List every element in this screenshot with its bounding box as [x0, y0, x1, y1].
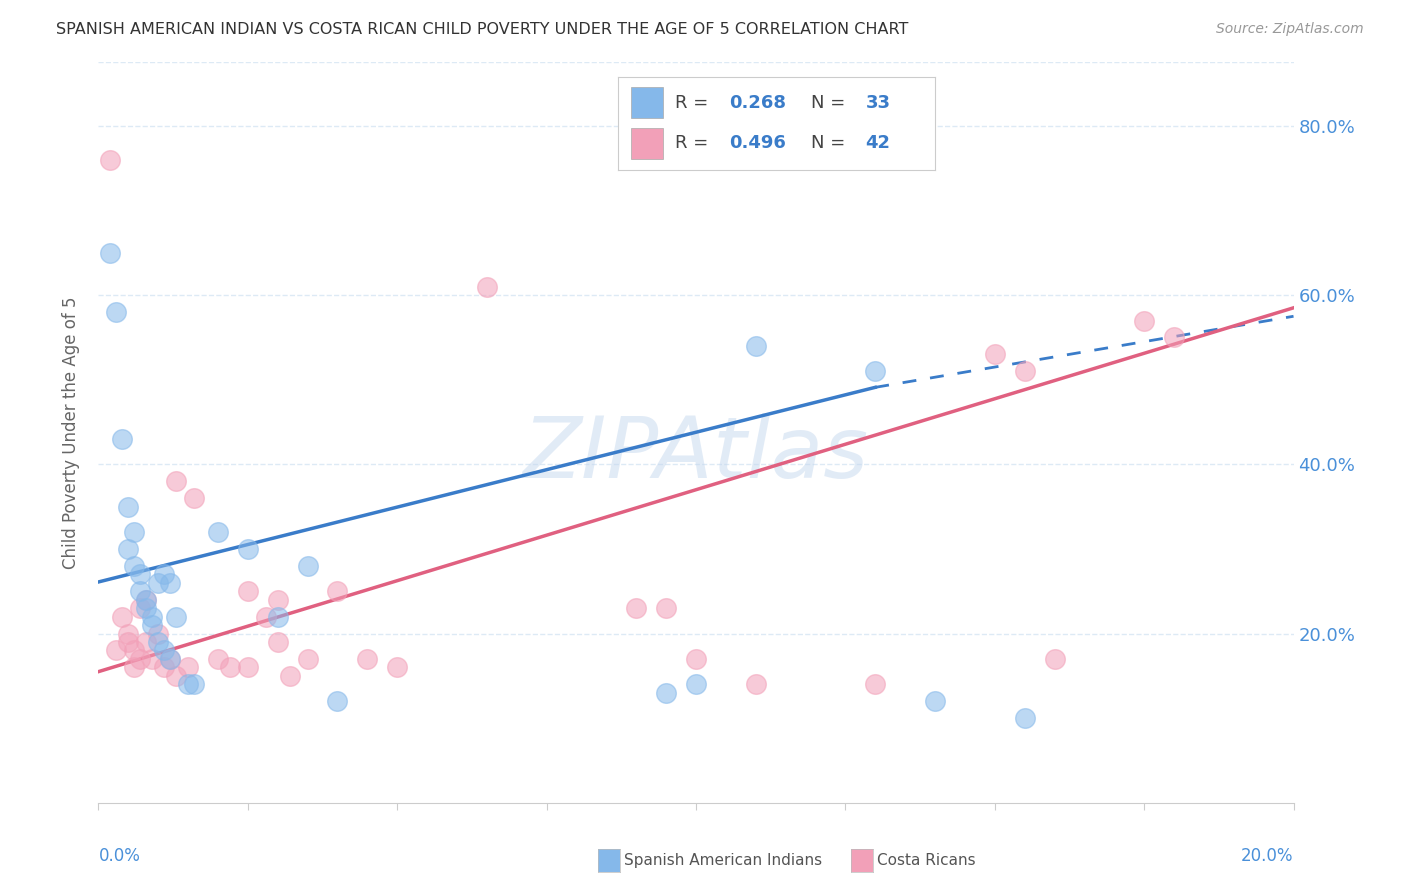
Point — [183, 491, 205, 506]
Point — [984, 347, 1007, 361]
Point — [267, 635, 290, 649]
Point — [385, 660, 409, 674]
Point — [1014, 711, 1036, 725]
Point — [1014, 364, 1036, 378]
Point — [98, 245, 122, 260]
Y-axis label: Child Poverty Under the Age of 5: Child Poverty Under the Age of 5 — [62, 296, 80, 569]
Text: SPANISH AMERICAN INDIAN VS COSTA RICAN CHILD POVERTY UNDER THE AGE OF 5 CORRELAT: SPANISH AMERICAN INDIAN VS COSTA RICAN C… — [56, 22, 908, 37]
Point — [141, 618, 163, 632]
Point — [236, 541, 259, 556]
Point — [655, 686, 678, 700]
Point — [165, 609, 187, 624]
Point — [153, 660, 176, 674]
Point — [177, 677, 200, 691]
Point — [236, 584, 259, 599]
Point — [183, 677, 205, 691]
Point — [278, 669, 301, 683]
Point — [159, 652, 181, 666]
Point — [207, 652, 229, 666]
Point — [111, 609, 134, 624]
Point — [135, 592, 157, 607]
Point — [267, 609, 290, 624]
Point — [745, 677, 768, 691]
Point — [111, 432, 134, 446]
Point — [165, 475, 187, 489]
Point — [135, 592, 157, 607]
Point — [1163, 330, 1185, 344]
Point — [475, 279, 498, 293]
Point — [117, 541, 139, 556]
Point — [254, 609, 277, 624]
Point — [745, 339, 768, 353]
Point — [297, 652, 319, 666]
Point — [129, 584, 152, 599]
Point — [356, 652, 378, 666]
Point — [129, 652, 152, 666]
Point — [685, 652, 707, 666]
Point — [148, 626, 170, 640]
Point — [124, 660, 146, 674]
Point — [267, 592, 290, 607]
Point — [135, 635, 157, 649]
Text: Costa Ricans: Costa Ricans — [877, 854, 976, 868]
Point — [297, 558, 319, 573]
Point — [924, 694, 946, 708]
Point — [105, 643, 128, 657]
Point — [124, 558, 146, 573]
Text: 0.0%: 0.0% — [98, 847, 141, 865]
Point — [1133, 313, 1156, 327]
Point — [1043, 652, 1066, 666]
Point — [117, 626, 139, 640]
Point — [236, 660, 259, 674]
Point — [165, 669, 187, 683]
Point — [98, 153, 122, 167]
Text: ZIPAtlas: ZIPAtlas — [523, 413, 869, 496]
Text: 20.0%: 20.0% — [1241, 847, 1294, 865]
Point — [159, 652, 181, 666]
Point — [141, 609, 163, 624]
Point — [159, 575, 181, 590]
Point — [124, 524, 146, 539]
Point — [219, 660, 242, 674]
Point — [685, 677, 707, 691]
Point — [655, 601, 678, 615]
Point — [117, 500, 139, 514]
Point — [129, 567, 152, 582]
Point — [148, 635, 170, 649]
Text: Source: ZipAtlas.com: Source: ZipAtlas.com — [1216, 22, 1364, 37]
Point — [148, 575, 170, 590]
Point — [326, 694, 349, 708]
Point — [135, 601, 157, 615]
Point — [153, 567, 176, 582]
Point — [865, 677, 887, 691]
Point — [117, 635, 139, 649]
Point — [177, 660, 200, 674]
Point — [105, 305, 128, 319]
Point — [141, 652, 163, 666]
Point — [124, 643, 146, 657]
Point — [865, 364, 887, 378]
Point — [626, 601, 648, 615]
Text: Spanish American Indians: Spanish American Indians — [624, 854, 823, 868]
Point — [326, 584, 349, 599]
Point — [207, 524, 229, 539]
Point — [129, 601, 152, 615]
Point — [153, 643, 176, 657]
